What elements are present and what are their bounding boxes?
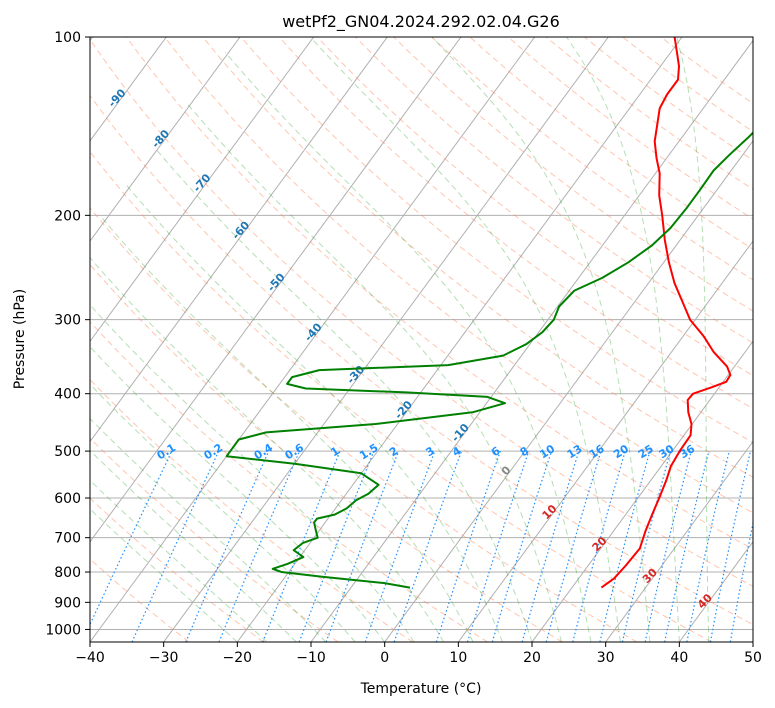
moist-adiabat-line xyxy=(126,184,503,642)
mixing-ratio-line xyxy=(729,520,753,642)
dry-adiabat-line xyxy=(126,37,753,550)
isotherm-line xyxy=(457,240,753,642)
dry-adiabat-line xyxy=(90,320,488,642)
y-tick-label: 200 xyxy=(54,208,81,224)
dry-adiabat-line xyxy=(393,37,753,312)
dry-adiabat-line xyxy=(90,497,264,642)
dry-adiabat-line xyxy=(584,37,753,161)
mixing-ratio-line xyxy=(599,450,651,642)
moist-adiabat-line xyxy=(431,37,651,642)
x-tick-label: 20 xyxy=(523,650,541,666)
dry-adiabat-line xyxy=(90,207,638,642)
y-tick-label: 100 xyxy=(54,30,81,46)
moist-adiabat-line xyxy=(186,103,562,642)
isotherm-line xyxy=(605,440,753,642)
mixing-ratio-line xyxy=(364,450,436,642)
y-tick-label: 300 xyxy=(54,313,81,329)
mixing-ratio-line xyxy=(90,450,173,626)
chart-title: wetPf2_GN04.2024.292.02.04.G26 xyxy=(282,12,560,32)
moist-adiabat-line xyxy=(102,218,474,642)
moist-adiabat-line xyxy=(155,148,533,642)
dry-adiabat-line xyxy=(240,37,753,444)
plot-area: 0.10.20.40.611.52346810131620253036-100-… xyxy=(90,37,753,642)
moist-adiabat-line xyxy=(90,449,297,642)
dry-adiabat-line xyxy=(90,150,712,642)
moist-adiabat-line xyxy=(566,37,680,642)
isotherm-line xyxy=(236,37,683,642)
mixing-ratio-line xyxy=(185,450,270,642)
plot-frame xyxy=(89,36,754,643)
axis-ticks: −40 −30 −20 −10 0 10 20 30 40 50 100 200 300 400 500 60… xyxy=(45,30,762,666)
moist-adiabat-line xyxy=(309,37,621,642)
y-tick-label: 700 xyxy=(54,531,81,547)
dry-adiabat-line xyxy=(431,37,753,281)
mixing-ratio-line xyxy=(709,450,752,642)
isotherm-line xyxy=(384,140,753,642)
moist-adiabat-line xyxy=(90,479,268,642)
x-tick-label: 0 xyxy=(380,650,389,666)
isotherm-line xyxy=(90,37,315,343)
mixing-ratio-line xyxy=(521,450,580,642)
y-tick-label: 800 xyxy=(54,565,81,581)
dry-adiabat-line xyxy=(355,37,753,344)
x-tick-label: 50 xyxy=(744,650,762,666)
x-tick-label: −20 xyxy=(223,650,253,666)
isotherm-line xyxy=(163,37,609,642)
dewpoint-profile-line xyxy=(225,131,753,589)
temperature-profile-line xyxy=(600,37,732,589)
mixing-ratio-line xyxy=(664,450,710,642)
mixing-ratio-line xyxy=(686,450,730,642)
y-tick-label: 400 xyxy=(54,387,81,403)
isotherm-line xyxy=(531,340,753,642)
mixing-ratio-line xyxy=(218,450,301,642)
y-axis-label: Pressure (hPa) xyxy=(12,289,28,389)
isotherm-line xyxy=(90,37,241,242)
dry-adiabat-line xyxy=(90,263,563,642)
y-tick-label: 1000 xyxy=(45,622,81,638)
dry-adiabat-line xyxy=(164,37,753,514)
x-tick-label: 30 xyxy=(597,650,615,666)
mixing-ratio-line xyxy=(621,450,671,642)
isotherm-line xyxy=(90,37,536,642)
x-tick-label: −30 xyxy=(149,650,179,666)
mixing-ratio-line xyxy=(393,450,463,642)
moist-adiabat-line xyxy=(90,508,238,642)
x-tick-label: 40 xyxy=(670,650,688,666)
y-tick-label: 500 xyxy=(54,444,81,460)
x-tick-label: 10 xyxy=(449,650,467,666)
moist-adiabat-line xyxy=(224,51,592,642)
mixing-ratio-line xyxy=(644,450,692,642)
dry-adiabat-line xyxy=(90,38,753,587)
mixing-ratio-line xyxy=(466,450,530,642)
x-tick-label: −40 xyxy=(75,650,105,666)
moist-adiabat-line xyxy=(90,383,356,642)
x-axis-label: Temperature (°C) xyxy=(360,681,482,697)
x-tick-label: −10 xyxy=(296,650,326,666)
mixing-ratio-line xyxy=(435,450,501,642)
moist-adiabat-line xyxy=(90,417,327,642)
mixing-ratio-line xyxy=(491,450,553,642)
mixing-ratio-line xyxy=(131,450,220,642)
isotherm-line xyxy=(90,37,167,142)
dry-adiabat-line xyxy=(90,378,414,642)
moist-adiabat-line xyxy=(90,346,386,642)
y-tick-label: 900 xyxy=(54,595,81,611)
mixing-ratio-line xyxy=(545,450,602,642)
isotherm-line xyxy=(90,37,388,443)
y-tick-label: 600 xyxy=(54,491,81,507)
mixing-ratio-line xyxy=(572,450,626,642)
